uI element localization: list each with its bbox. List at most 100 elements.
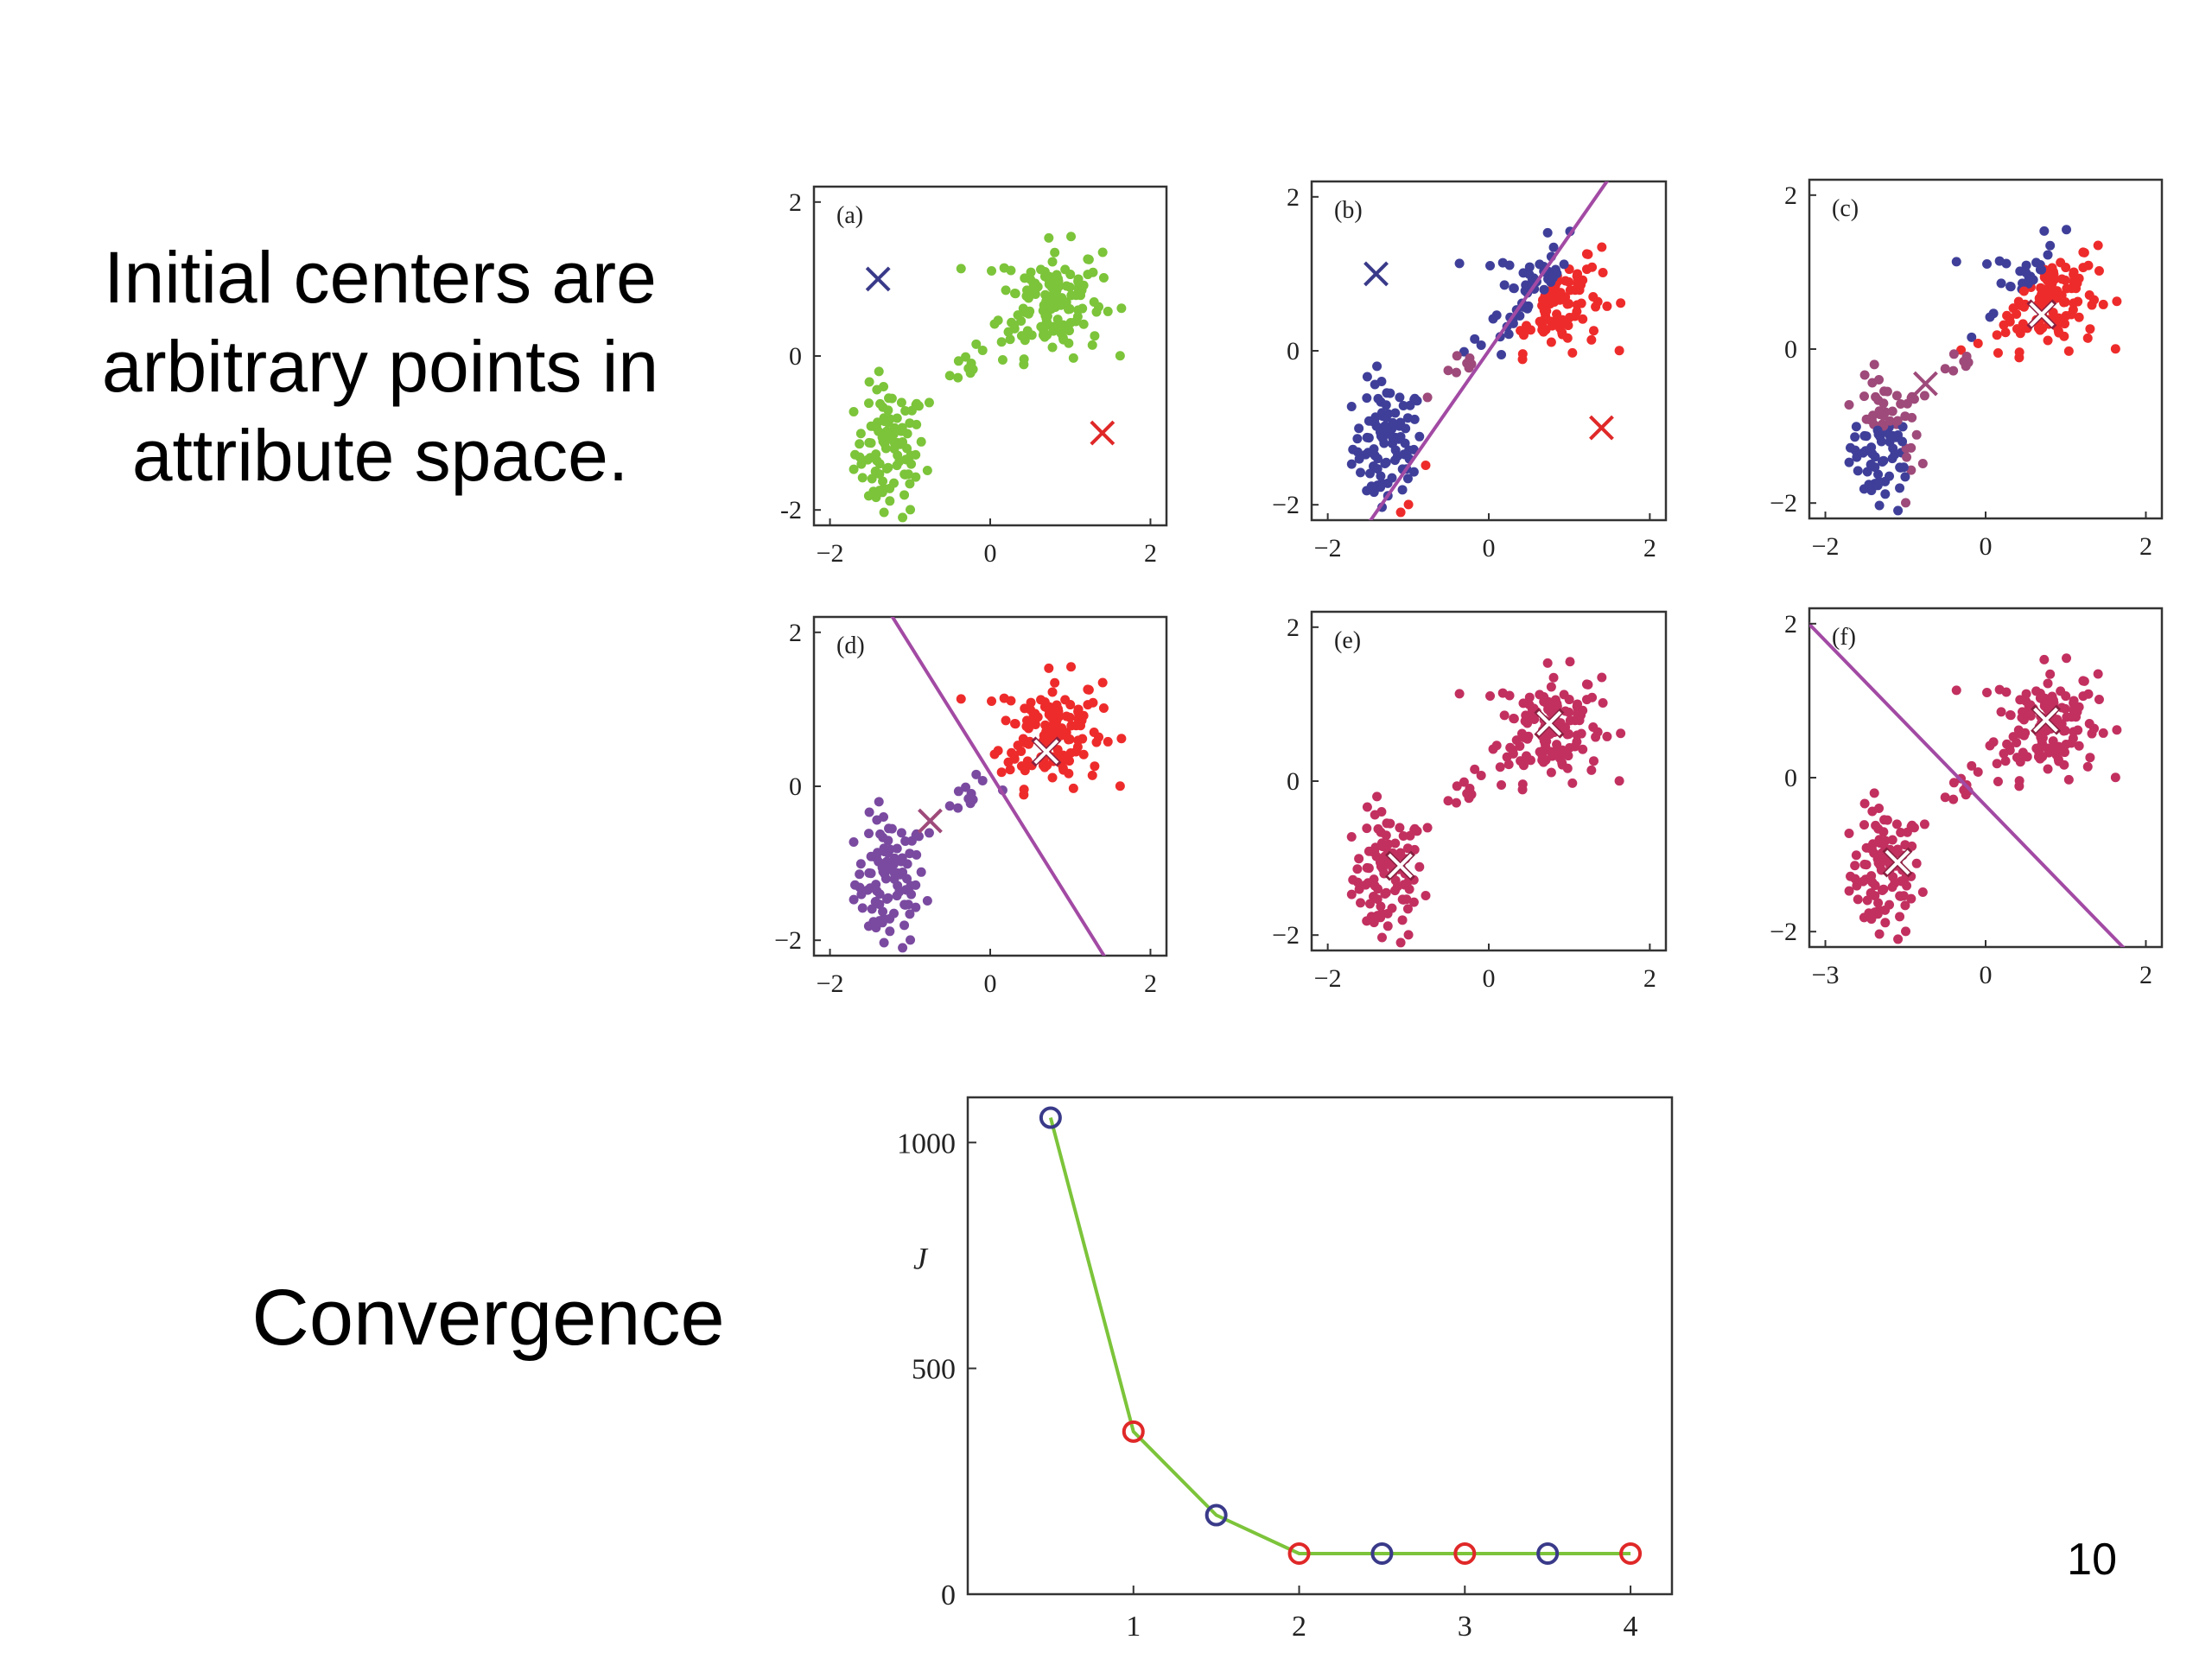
data-point <box>900 836 911 847</box>
data-point <box>867 904 877 914</box>
data-point <box>1874 500 1885 511</box>
data-point <box>883 836 893 846</box>
data-point <box>1373 454 1383 464</box>
convergence-chart: 1 2 3 4 0 500 1000 J <box>897 1096 1674 1643</box>
data-point <box>1499 280 1510 290</box>
convergence-line <box>1048 1117 1631 1555</box>
y-tick-label: 2 <box>1784 610 1797 639</box>
data-point <box>1039 321 1050 331</box>
x-tick-label: 0 <box>1483 964 1496 993</box>
data-point <box>1859 391 1870 402</box>
data-point <box>1381 412 1391 423</box>
data-point <box>879 484 889 494</box>
data-point <box>867 474 877 484</box>
data-point <box>864 829 874 839</box>
x-tick-label: 2 <box>1144 969 1157 998</box>
data-point <box>1078 749 1089 760</box>
data-point <box>894 456 905 467</box>
data-point <box>1362 372 1372 382</box>
data-point <box>1982 688 1993 698</box>
data-point <box>1409 393 1420 404</box>
data-point <box>1388 417 1398 428</box>
x-tick-label: 2 <box>1643 534 1656 563</box>
data-point <box>864 807 874 817</box>
data-point <box>1859 859 1870 869</box>
data-point <box>2044 270 2055 281</box>
data-point <box>1901 498 1911 508</box>
data-point <box>1378 527 1388 537</box>
data-point <box>956 264 966 274</box>
data-point <box>2018 286 2029 296</box>
data-point <box>896 828 906 838</box>
data-point <box>874 797 884 807</box>
data-point <box>953 372 963 383</box>
data-point <box>1381 457 1391 467</box>
convergence-marker <box>1039 1106 1062 1129</box>
data-point <box>1375 427 1385 437</box>
data-point <box>1073 707 1084 717</box>
data-point <box>1851 850 1861 861</box>
data-point <box>1503 329 1514 340</box>
data-point <box>2043 764 2053 774</box>
data-point <box>1614 776 1624 786</box>
data-point <box>1576 710 1586 721</box>
data-point <box>924 828 934 838</box>
data-point <box>1538 757 1548 767</box>
data-point <box>1895 912 1905 922</box>
data-point <box>1356 467 1366 478</box>
center-marker <box>1033 739 1059 765</box>
data-point <box>1906 893 1916 904</box>
data-point <box>1387 473 1397 483</box>
center-marker <box>1536 710 1562 736</box>
data-point <box>892 413 902 423</box>
data-point <box>1459 777 1469 787</box>
data-point <box>1869 359 1879 370</box>
data-point <box>1364 899 1375 909</box>
y-tick-label: 2 <box>1287 183 1300 212</box>
data-point <box>1065 747 1076 758</box>
data-point <box>1064 734 1074 745</box>
data-point <box>1049 708 1059 718</box>
data-point <box>1485 691 1496 702</box>
data-point <box>1346 402 1357 412</box>
data-point <box>1518 760 1529 771</box>
data-point <box>2063 774 2074 785</box>
data-point <box>1538 327 1548 337</box>
data-point <box>1372 894 1382 905</box>
data-point <box>1375 857 1385 868</box>
data-point <box>880 963 889 972</box>
data-point <box>1890 449 1900 460</box>
data-point <box>1370 810 1380 820</box>
data-point <box>2098 299 2108 309</box>
data-point <box>1502 752 1512 762</box>
data-point <box>1485 261 1496 271</box>
decision-boundary <box>890 617 1107 956</box>
data-point <box>912 849 922 860</box>
data-point <box>1091 737 1102 747</box>
x-tick-label: −3 <box>1812 961 1840 989</box>
data-point <box>1052 315 1063 325</box>
data-point <box>1614 346 1624 356</box>
data-point <box>1844 886 1854 896</box>
data-point <box>2084 289 2094 300</box>
data-point <box>1452 781 1462 791</box>
data-point <box>1870 452 1880 462</box>
data-point <box>1087 340 1097 350</box>
panel-label: (f) <box>1832 624 1856 651</box>
data-point <box>849 894 859 905</box>
data-point <box>953 356 963 366</box>
data-point <box>922 896 932 906</box>
data-point <box>1992 759 2002 769</box>
data-point <box>1116 734 1127 744</box>
data-point <box>1895 483 1905 493</box>
data-point <box>1354 854 1364 864</box>
data-point <box>1860 874 1871 885</box>
data-point <box>1567 778 1578 788</box>
data-point <box>1525 755 1535 766</box>
y-tick-label: 2 <box>789 188 802 217</box>
y-tick-label: −2 <box>1272 921 1300 950</box>
data-point <box>1896 399 1906 410</box>
data-point <box>1887 406 1897 416</box>
center-marker <box>1589 415 1614 441</box>
data-point <box>2008 732 2018 742</box>
